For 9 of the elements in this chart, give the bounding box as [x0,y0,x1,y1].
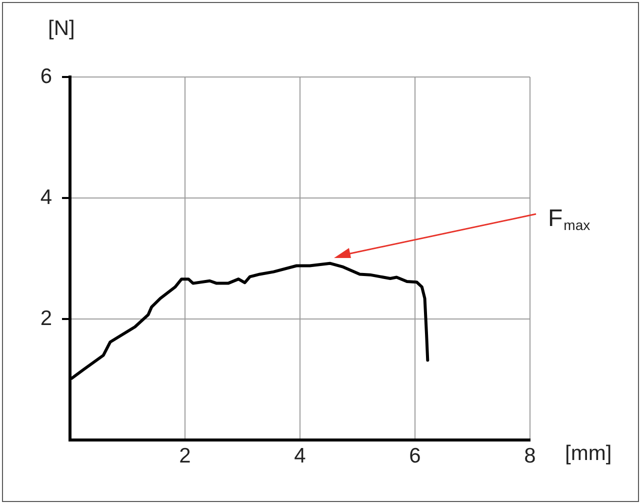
x-tick-label: 4 [294,444,306,468]
y-tick-label: 6 [40,64,52,88]
y-tick-label: 2 [40,306,52,330]
x-axis-title: [mm] [565,442,612,465]
y-tick-label: 4 [40,186,52,209]
x-tick-label: 2 [179,444,191,468]
x-tick-label: 8 [524,444,536,468]
x-tick-label: 6 [409,444,421,468]
y-axis-title: [N] [48,17,75,40]
